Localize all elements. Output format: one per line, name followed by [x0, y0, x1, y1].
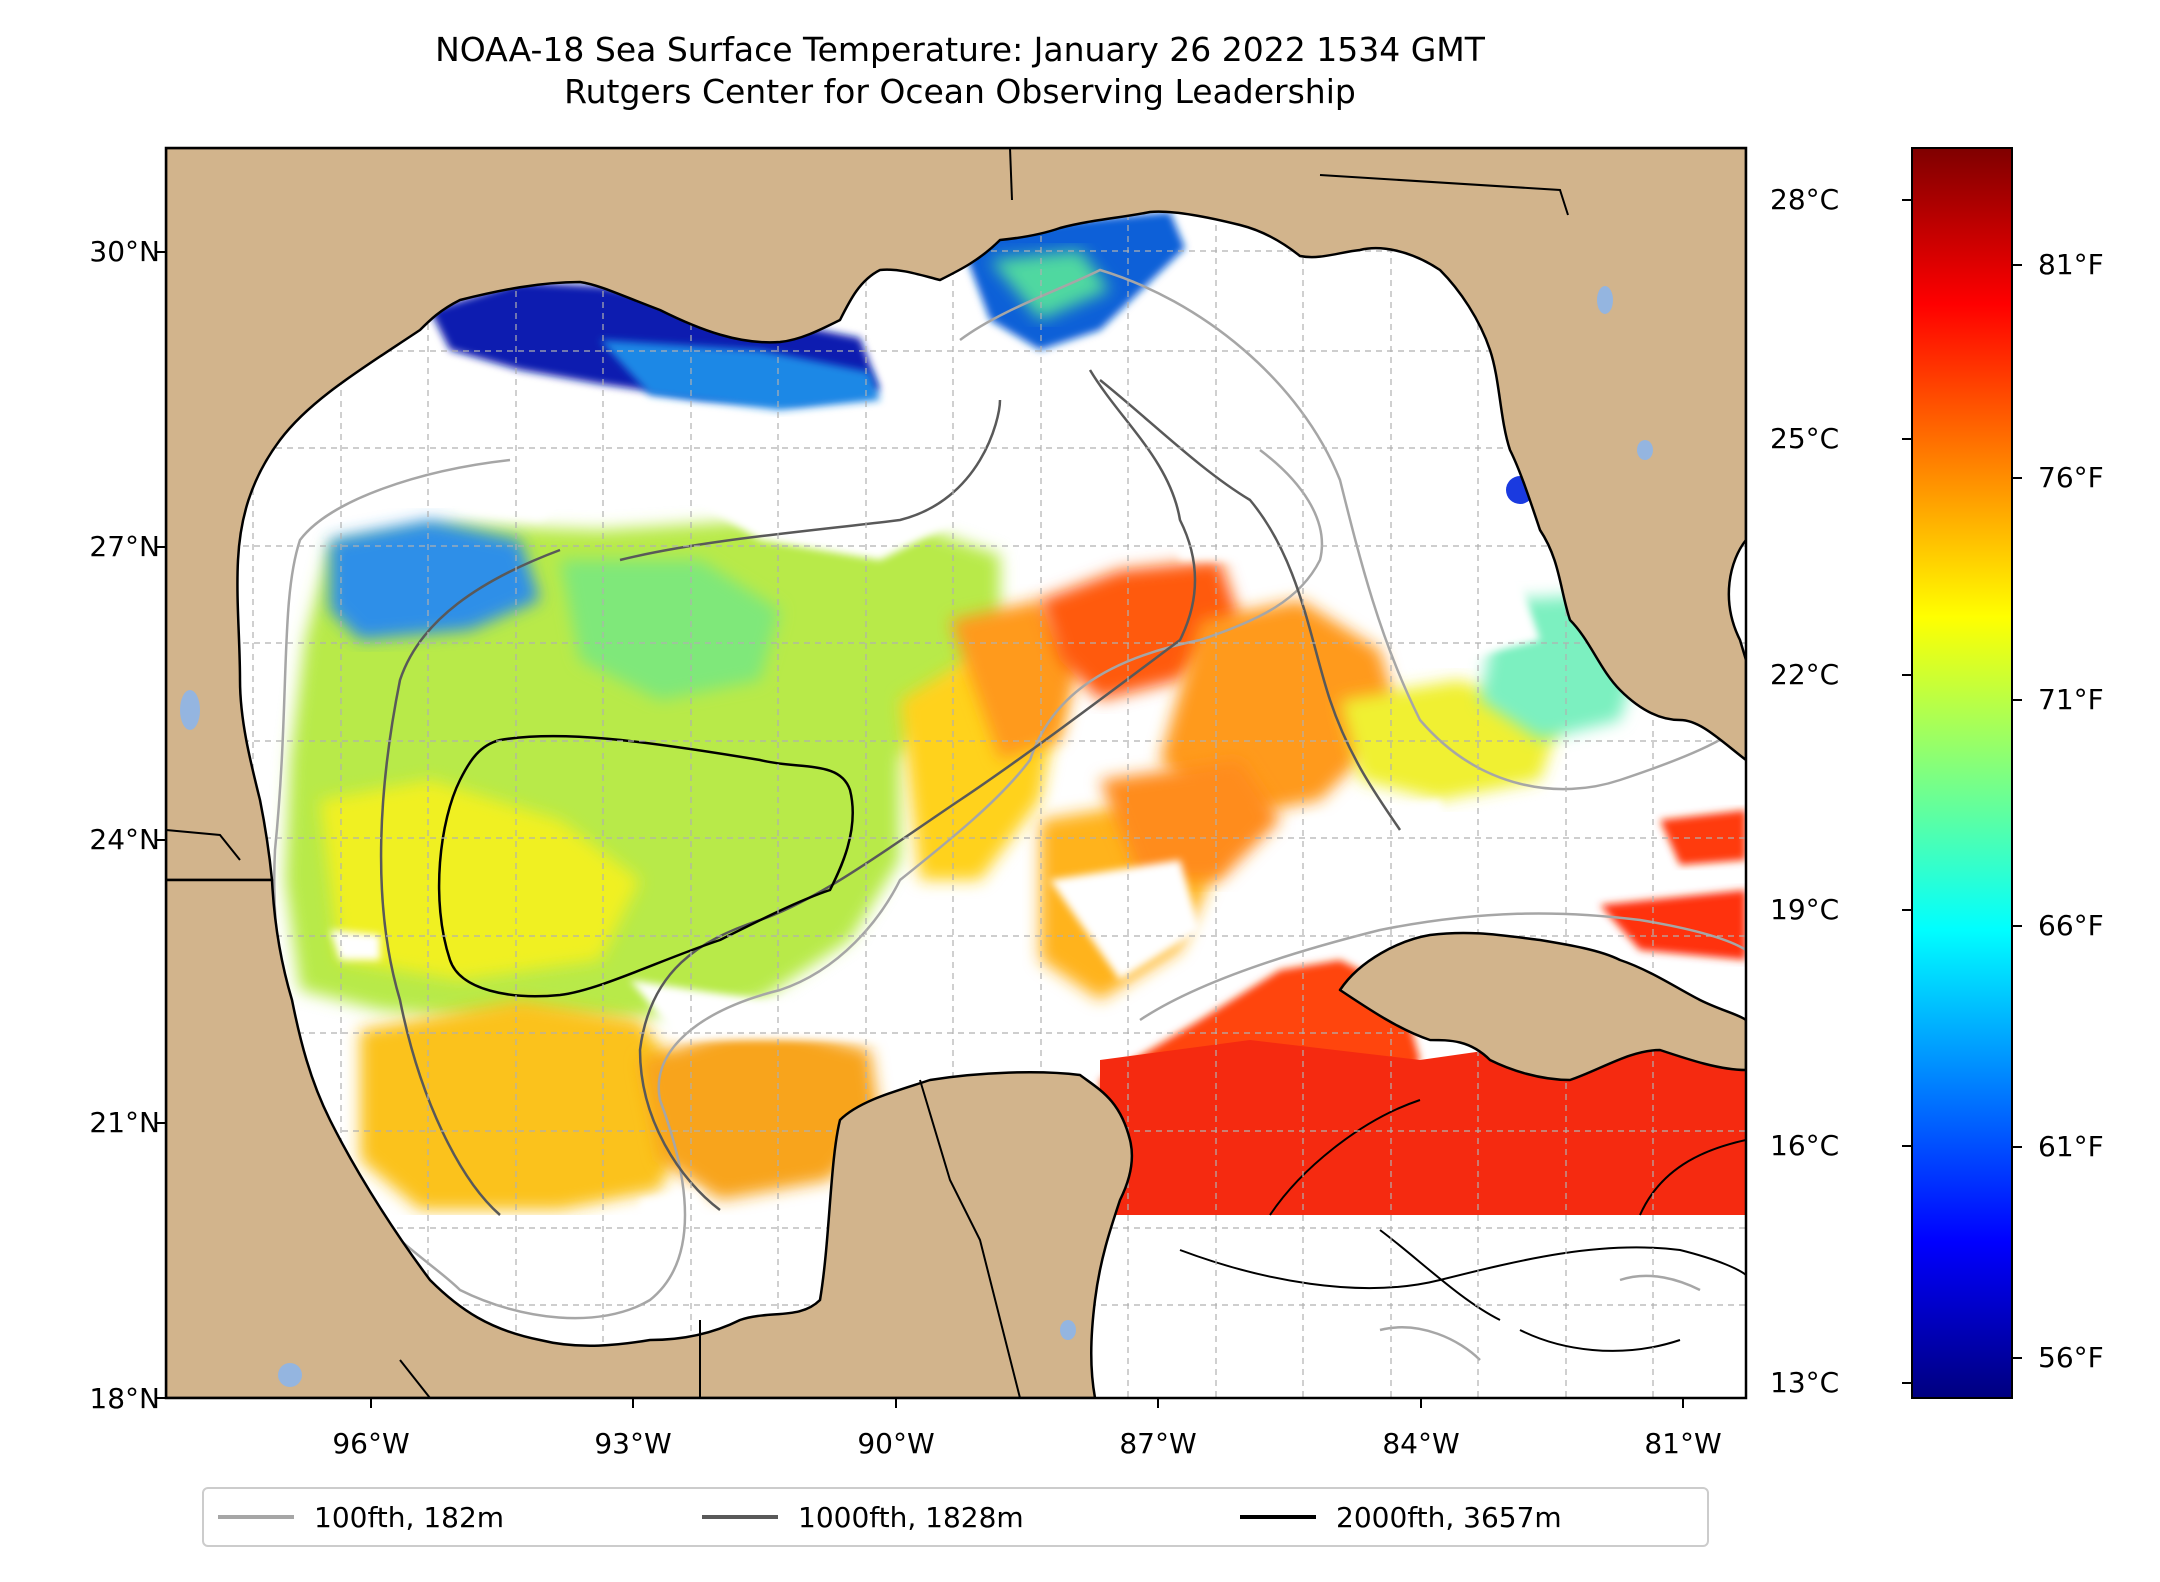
sst-patch-caribbean-red [1100, 1040, 1746, 1215]
colorbar-label-81f: 81°F [2038, 248, 2104, 281]
colorbar-label-61f: 61°F [2038, 1130, 2104, 1163]
lakes [180, 286, 1653, 1387]
lon-label-93: 93°W [594, 1427, 672, 1460]
sst-patch-west-green [560, 560, 780, 700]
colorbar-label-25c: 25°C [1770, 422, 1840, 455]
lat-label-18: 18°N [89, 1382, 160, 1415]
land-cuba [1338, 931, 1746, 1082]
legend-swatch-1000fth [702, 1515, 778, 1519]
sst-patch-bight-green [990, 250, 1110, 320]
contour-2000fth-caribbean [1179, 1099, 1746, 1352]
contour-legend: 100fth, 182m 1000fth, 1828m 2000fth, 365… [202, 1487, 1709, 1547]
lon-label-96: 96°W [332, 1427, 410, 1460]
contour-100fth [273, 268, 1746, 1320]
colorbar-label-71f: 71°F [2038, 683, 2104, 716]
legend-item-100fth: 100fth, 182m [218, 1489, 504, 1545]
land-layer [166, 148, 1746, 1398]
contour-1000fth [379, 369, 1402, 1216]
lon-label-84: 84°W [1382, 1427, 1460, 1460]
lon-label-90: 90°W [857, 1427, 935, 1460]
cloud-mask-layer [330, 400, 1540, 1215]
contour-100fth-caribbean [1139, 912, 1746, 1361]
colorbar-label-22c: 22°C [1770, 658, 1840, 691]
lon-label-81: 81°W [1644, 1427, 1722, 1460]
sst-patch-west-yellow [320, 780, 640, 980]
sst-patch-straits-red [1660, 810, 1746, 865]
legend-swatch-2000fth [1240, 1515, 1316, 1519]
sst-patch-southwest-orange [360, 1000, 700, 1210]
map-title: NOAA-18 Sea Surface Temperature: January… [435, 30, 1485, 69]
sst-patch-coastal-blue [600, 340, 880, 410]
lat-label-21: 21°N [89, 1106, 160, 1139]
colorbar [1911, 147, 2013, 1399]
map-content [166, 148, 1746, 1398]
map-frame [164, 146, 1748, 1400]
political-boundaries [166, 148, 1569, 1398]
lat-label-30: 30°N [89, 235, 160, 268]
land-usa [166, 148, 1746, 882]
colorbar-ticks [1902, 199, 2022, 1384]
colorbar-label-76f: 76°F [2038, 461, 2104, 494]
contour-2000fth [437, 734, 854, 998]
axis-ticks [156, 251, 1684, 1408]
sst-patch-west-blue [330, 520, 540, 640]
sst-patch-campeche-orange [640, 1020, 880, 1200]
lat-label-27: 27°N [89, 530, 160, 563]
legend-label-1000fth: 1000fth, 1828m [798, 1500, 1024, 1534]
bathymetry-contours [273, 268, 1746, 1361]
lon-label-87: 87°W [1119, 1427, 1197, 1460]
colorbar-label-56f: 56°F [2038, 1341, 2104, 1374]
legend-swatch-100fth [218, 1515, 294, 1519]
colorbar-label-13c: 13°C [1770, 1366, 1840, 1399]
legend-item-1000fth: 1000fth, 1828m [702, 1489, 1024, 1545]
legend-label-100fth: 100fth, 182m [314, 1500, 505, 1534]
map-subtitle: Rutgers Center for Ocean Observing Leade… [564, 72, 1356, 111]
land-mexico [166, 878, 1134, 1398]
legend-label-2000fth: 2000fth, 3657m [1336, 1500, 1562, 1534]
colorbar-label-28c: 28°C [1770, 183, 1840, 216]
colorbar-label-16c: 16°C [1770, 1129, 1840, 1162]
legend-item-2000fth: 2000fth, 3657m [1240, 1489, 1562, 1545]
colorbar-label-66f: 66°F [2038, 909, 2104, 942]
lat-label-24: 24°N [89, 823, 160, 856]
colorbar-label-19c: 19°C [1770, 893, 1840, 926]
sst-patch-orange-blobs [1100, 760, 1280, 880]
sst-patch-central-orange [950, 600, 1080, 760]
